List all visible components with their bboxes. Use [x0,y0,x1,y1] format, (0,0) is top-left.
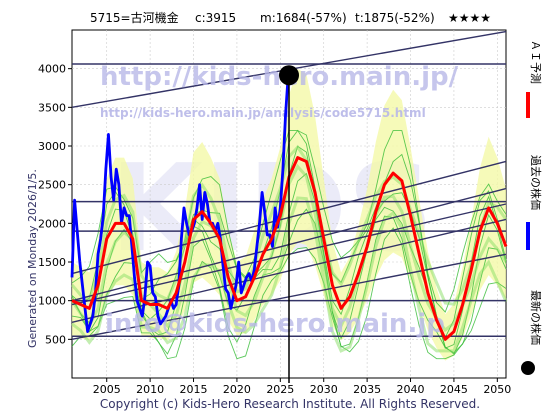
legend-swatch-latest [521,361,535,375]
header-current: c:3915 [195,11,236,25]
x-tick-label: 2045 [440,383,468,396]
x-tick-label: 2040 [397,383,425,396]
x-tick-label: 2050 [483,383,511,396]
x-tick-label: 2035 [353,383,381,396]
header-code-name: 5715=古河機金 [90,10,179,25]
y-tick-label: 4000 [38,63,66,76]
legend-label-past: 過去の株価 [529,155,543,210]
legend-label-ai: ＡＩ予測 [529,40,543,84]
watermark-analysis-url: http://kids-hero.main.jp/analysis/code57… [100,106,426,120]
y-tick-label: 1000 [38,295,66,308]
header-median: m:1684(-57%) [260,11,347,25]
header-stars: ★★★★ [448,11,491,25]
y-tick-label: 500 [45,333,66,346]
y-tick-label: 3000 [38,140,66,153]
watermark-email: info@kids-hero.main.jp [105,309,445,339]
y-tick-label: 3500 [38,101,66,114]
footer-copyright: Copyright (c) Kids-Hero Research Institu… [100,397,480,411]
y-tick-label: 2000 [38,217,66,230]
y-tick-label: 2500 [38,179,66,192]
legend-label-latest: 最新の株価 [529,290,543,345]
series-line [70,74,291,334]
x-tick-label: 2005 [93,383,121,396]
y-tick-label: 1500 [38,256,66,269]
current-point [279,65,299,86]
generated-date-label: Generated on Monday 2026/1/5. [26,169,39,348]
x-tick-label: 2010 [136,383,164,396]
x-tick-label: 2025 [266,383,294,396]
x-tick-label: 2030 [310,383,338,396]
x-tick-label: 2020 [223,383,251,396]
header-target: t:1875(-52%) [355,11,435,25]
x-tick-label: 2015 [180,383,208,396]
